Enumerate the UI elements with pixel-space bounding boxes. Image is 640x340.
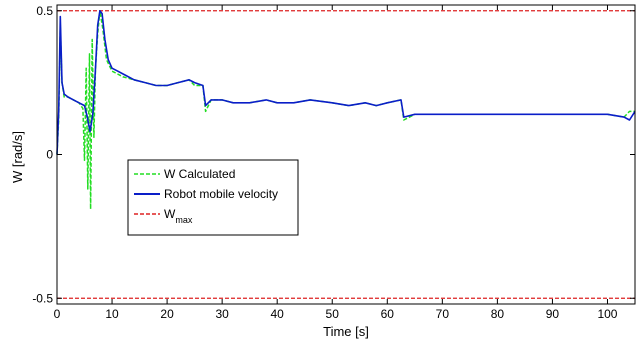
y-tick-label: 0.5 (36, 4, 53, 18)
legend: W Calculated Robot mobile velocity Wmax (127, 159, 299, 236)
legend-label-wmax: Wmax (164, 207, 193, 225)
legend-label-wmax-subscript: max (175, 215, 193, 225)
x-tick-label: 70 (436, 307, 450, 321)
x-tick-label: 100 (597, 307, 617, 321)
robot-mobile-velocity-line (56, 10, 636, 155)
legend-box (127, 159, 299, 236)
x-tick-label: 20 (160, 307, 174, 321)
legend-label-robot-mobile-velocity: Robot mobile velocity (164, 187, 278, 201)
reference-lines (57, 10, 635, 299)
x-tick-label: 0 (54, 307, 61, 321)
x-tick-label: 60 (381, 307, 395, 321)
y-axis-label: W [rad/s] (10, 131, 25, 183)
y-tick-label: 0 (46, 148, 53, 162)
x-tick-label: 40 (271, 307, 285, 321)
x-tick-label: 80 (491, 307, 505, 321)
x-tick-label: 90 (546, 307, 560, 321)
x-tick-label: 30 (215, 307, 229, 321)
series-layer (56, 10, 636, 210)
x-axis-ticks: 0 10 20 30 40 50 60 70 80 90 100 (54, 5, 618, 321)
x-tick-label: 50 (326, 307, 340, 321)
x-tick-label: 10 (105, 307, 119, 321)
legend-label-wmax-main: W (164, 207, 176, 221)
x-axis-label: Time [s] (323, 324, 369, 339)
y-axis-ticks: 0.5 0 -0.5 (32, 4, 635, 305)
y-tick-label: -0.5 (32, 291, 53, 305)
plot-background (57, 5, 635, 304)
legend-label-w-calculated: W Calculated (164, 167, 235, 181)
